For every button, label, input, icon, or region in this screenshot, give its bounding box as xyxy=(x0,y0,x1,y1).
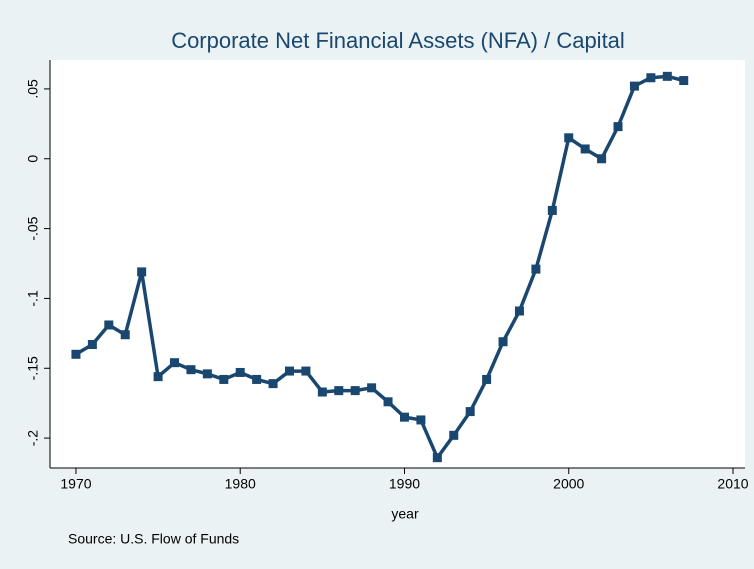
marker xyxy=(186,365,196,375)
marker xyxy=(465,407,475,417)
marker xyxy=(235,367,245,377)
marker xyxy=(564,133,574,143)
marker xyxy=(399,412,409,422)
marker xyxy=(547,205,557,215)
x-tick-label: 1970 xyxy=(60,476,91,492)
marker xyxy=(646,73,656,83)
marker xyxy=(482,374,492,384)
plot-area xyxy=(50,60,745,468)
chart-title: Corporate Net Financial Assets (NFA) / C… xyxy=(171,28,625,53)
marker xyxy=(268,379,278,389)
note: Source: U.S. Flow of Funds xyxy=(68,531,239,547)
marker xyxy=(120,330,130,340)
y-tick-label: -.05 xyxy=(25,216,41,240)
marker xyxy=(252,374,262,384)
marker xyxy=(350,386,360,396)
marker xyxy=(202,369,212,379)
marker xyxy=(71,349,81,359)
y-tick-label: .05 xyxy=(25,79,41,99)
marker xyxy=(416,415,426,425)
marker xyxy=(432,453,442,463)
marker xyxy=(334,386,344,396)
marker xyxy=(170,358,180,368)
marker xyxy=(629,81,639,91)
marker xyxy=(219,374,229,384)
marker xyxy=(284,366,294,376)
marker xyxy=(383,397,393,407)
x-tick-label: 1980 xyxy=(225,476,256,492)
y-tick-label: -.1 xyxy=(25,290,41,307)
y-tick-label: -.15 xyxy=(25,356,41,380)
y-tick-label: 0 xyxy=(25,155,41,163)
x-axis-label: year xyxy=(391,506,419,522)
marker xyxy=(449,430,459,440)
marker xyxy=(137,267,147,277)
x-tick-label: 2000 xyxy=(553,476,584,492)
marker xyxy=(580,144,590,154)
y-tick-label: -.2 xyxy=(25,430,41,447)
marker xyxy=(301,366,311,376)
marker xyxy=(367,383,377,393)
marker xyxy=(104,320,114,330)
marker xyxy=(662,71,672,81)
x-tick-label: 2010 xyxy=(717,476,748,492)
x-tick-label: 1990 xyxy=(389,476,420,492)
marker xyxy=(531,264,541,274)
marker xyxy=(153,372,163,382)
marker xyxy=(679,76,689,86)
marker xyxy=(87,340,97,350)
marker xyxy=(597,154,607,164)
marker xyxy=(613,122,623,132)
marker xyxy=(317,387,327,397)
marker xyxy=(498,337,508,347)
marker xyxy=(514,306,524,316)
